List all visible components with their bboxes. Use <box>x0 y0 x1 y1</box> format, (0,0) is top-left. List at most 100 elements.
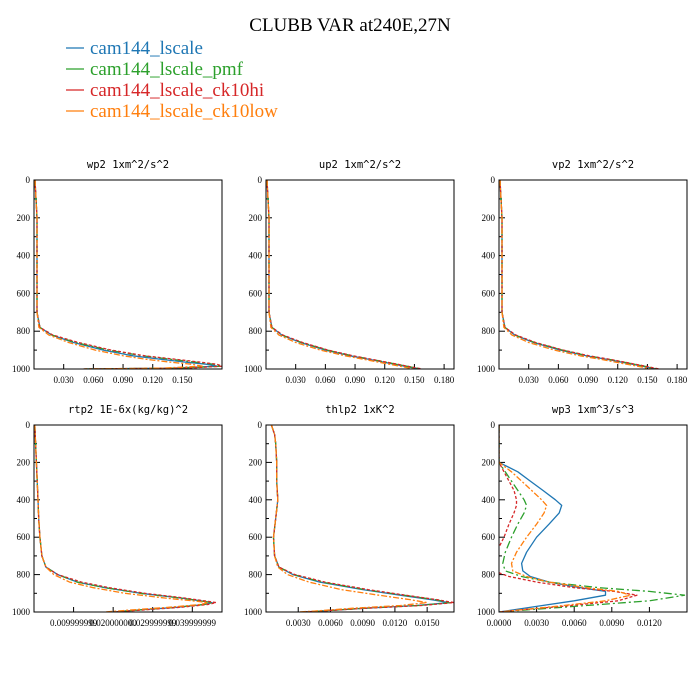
series-line-cam144_lscale_ck10hi <box>34 425 217 612</box>
x-tick-label: 0.090 <box>113 375 134 385</box>
figure-title: CLUBB VAR at240E,27N <box>249 15 451 36</box>
plot-frame <box>33 179 223 370</box>
series-line-cam144_lscale_ck10low <box>499 180 652 369</box>
series-line-cam144_lscale_ck10low <box>266 180 415 369</box>
y-tick-label: 400 <box>249 495 263 505</box>
y-tick-label: 1000 <box>12 364 31 374</box>
y-tick-label: 800 <box>17 570 31 580</box>
y-tick-label: 0 <box>258 175 263 185</box>
y-tick-label: 200 <box>249 213 263 223</box>
x-tick-label: 0.120 <box>608 375 629 385</box>
y-tick-label: 200 <box>249 457 263 467</box>
x-tick-label: 0.0030 <box>524 618 549 628</box>
legend-label: cam144_lscale_pmf <box>90 59 244 80</box>
legend-label: cam144_lscale_ck10low <box>90 101 278 122</box>
series-line-cam144_lscale_pmf <box>499 425 686 612</box>
series-line-cam144_lscale_ck10low <box>499 425 632 612</box>
y-tick-label: 200 <box>17 213 31 223</box>
x-tick-label: 0.020000000 <box>90 618 138 628</box>
plot-frame <box>265 179 455 370</box>
x-tick-label: 0.0000 <box>487 618 512 628</box>
series-line-cam144_lscale_ck10low <box>34 180 203 369</box>
y-tick-label: 400 <box>249 251 263 261</box>
chart-panel: up2 1xm^2/s^2 0 200 400 600 800 1000 0.030 0.060… <box>244 159 455 385</box>
y-tick-label: 1000 <box>12 607 31 617</box>
panel-title: wp2 1xm^2/s^2 <box>87 159 169 171</box>
x-tick-label: 0.0060 <box>562 618 587 628</box>
chart-panel: thlp2 1xK^2 0 200 400 600 800 1000 0.0030 0.0060… <box>244 404 455 628</box>
y-tick-label: 1000 <box>244 364 263 374</box>
x-tick-label: 0.0090 <box>599 618 624 628</box>
y-tick-label: 200 <box>17 457 31 467</box>
panel-title: rtp2 1E-6x(kg/kg)^2 <box>68 404 188 416</box>
panel-title: vp2 1xm^2/s^2 <box>552 159 634 171</box>
y-tick-label: 800 <box>249 570 263 580</box>
plot-frame <box>33 424 223 613</box>
x-tick-label: 0.180 <box>667 375 688 385</box>
y-tick-label: 400 <box>482 495 496 505</box>
y-tick-label: 800 <box>17 326 31 336</box>
y-tick-label: 1000 <box>244 607 263 617</box>
plot-frame <box>498 424 688 613</box>
y-tick-label: 600 <box>249 532 263 542</box>
plot-frame <box>265 424 455 613</box>
y-tick-label: 0 <box>26 420 31 430</box>
series-line-cam144_lscale_pmf <box>270 425 452 612</box>
y-tick-label: 200 <box>482 457 496 467</box>
series-line-cam144_lscale_ck10hi <box>270 425 454 612</box>
x-tick-label: 0.030 <box>54 375 75 385</box>
x-tick-label: 0.180 <box>434 375 455 385</box>
series-line-cam144_lscale_pmf <box>34 425 213 612</box>
x-tick-label: 0.009999999 <box>50 618 98 628</box>
x-tick-label: 0.120 <box>143 375 164 385</box>
series-line-cam144_lscale <box>266 180 420 369</box>
x-tick-label: 0.060 <box>315 375 336 385</box>
x-tick-label: 0.150 <box>172 375 193 385</box>
series-line-cam144_lscale <box>34 425 213 612</box>
panel-title: wp3 1xm^3/s^3 <box>552 404 634 416</box>
y-tick-label: 800 <box>482 570 496 580</box>
y-tick-label: 1000 <box>477 607 496 617</box>
y-tick-label: 0 <box>258 420 263 430</box>
series-line-cam144_lscale_ck10hi <box>34 180 222 369</box>
y-tick-label: 800 <box>249 326 263 336</box>
legend-label: cam144_lscale <box>90 38 203 59</box>
x-tick-label: 0.039999999 <box>169 618 217 628</box>
y-tick-label: 0 <box>491 175 496 185</box>
plot-frame <box>498 179 688 370</box>
y-tick-label: 1000 <box>477 364 496 374</box>
series-line-cam144_lscale <box>499 425 607 612</box>
y-tick-label: 600 <box>482 288 496 298</box>
series-line-cam144_lscale_ck10low <box>34 425 209 612</box>
panel-title: thlp2 1xK^2 <box>325 404 395 416</box>
y-tick-label: 600 <box>482 532 496 542</box>
y-tick-label: 600 <box>249 288 263 298</box>
x-tick-label: 0.0030 <box>286 618 311 628</box>
series-line-cam144_lscale <box>34 180 218 369</box>
series-line-cam144_lscale <box>270 425 450 612</box>
y-tick-label: 600 <box>17 288 31 298</box>
x-tick-label: 0.0060 <box>318 618 343 628</box>
x-tick-label: 0.120 <box>375 375 396 385</box>
y-tick-label: 0 <box>26 175 31 185</box>
series-line-cam144_lscale_ck10hi <box>499 425 638 612</box>
panel-title: up2 1xm^2/s^2 <box>319 159 401 171</box>
x-tick-label: 0.0120 <box>637 618 662 628</box>
series-line-cam144_lscale_pmf <box>34 180 222 369</box>
chart-panel: vp2 1xm^2/s^2 0 200 400 600 800 1000 0.030 0.060… <box>477 159 688 385</box>
x-tick-label: 0.090 <box>578 375 599 385</box>
panels: wp2 1xm^2/s^2 0 200 400 600 800 1000 0.030 0.060… <box>12 159 688 628</box>
x-tick-label: 0.0090 <box>350 618 375 628</box>
chart-panel: wp2 1xm^2/s^2 0 200 400 600 800 1000 0.030 0.060… <box>12 159 223 385</box>
y-tick-label: 0 <box>491 420 496 430</box>
x-tick-label: 0.0150 <box>415 618 440 628</box>
x-tick-label: 0.030 <box>286 375 307 385</box>
x-tick-label: 0.150 <box>637 375 658 385</box>
x-tick-label: 0.0120 <box>383 618 408 628</box>
x-tick-label: 0.029999999 <box>129 618 177 628</box>
y-tick-label: 600 <box>17 532 31 542</box>
x-tick-label: 0.030 <box>519 375 540 385</box>
